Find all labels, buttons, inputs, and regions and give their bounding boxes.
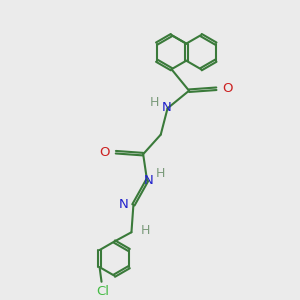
Text: N: N — [119, 198, 128, 212]
Text: O: O — [222, 82, 232, 95]
Text: H: H — [150, 96, 160, 109]
Text: O: O — [99, 146, 110, 159]
Text: H: H — [156, 167, 165, 180]
Text: N: N — [162, 101, 172, 114]
Text: N: N — [144, 174, 154, 187]
Text: Cl: Cl — [96, 285, 109, 298]
Text: H: H — [140, 224, 150, 237]
